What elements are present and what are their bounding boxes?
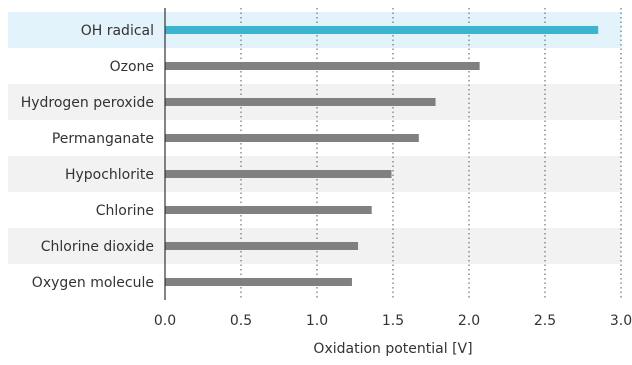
category-label: Ozone (110, 59, 154, 75)
category-label: Chlorine dioxide (41, 239, 154, 255)
bars (165, 26, 599, 286)
x-tick-label: 1.0 (306, 313, 328, 329)
category-label: Hydrogen peroxide (21, 95, 154, 111)
x-axis-title: Oxidation potential [V] (313, 341, 472, 357)
category-label: Oxygen molecule (32, 275, 154, 291)
x-tick-label: 3.0 (610, 313, 632, 329)
category-label: OH radical (81, 23, 154, 39)
x-tick-label: 0.0 (154, 313, 176, 329)
category-label: Hypochlorite (65, 167, 154, 183)
bar (165, 134, 419, 142)
bar (165, 62, 480, 70)
bar (165, 26, 599, 34)
x-tick-labels: 0.0 0.5 1.0 1.5 2.0 2.5 3.0 (154, 313, 632, 329)
category-label: Chlorine (96, 203, 154, 219)
bar (165, 206, 372, 214)
x-tick-label: 2.5 (534, 313, 556, 329)
bar (165, 98, 436, 106)
grid-lines (240, 8, 622, 300)
category-label: Permanganate (52, 131, 154, 147)
x-tick-label: 1.5 (382, 313, 404, 329)
bar (165, 170, 392, 178)
x-tick-label: 2.0 (458, 313, 480, 329)
x-tick-label: 0.5 (230, 313, 252, 329)
bar (165, 242, 359, 250)
bar (165, 278, 352, 286)
category-labels: OH radical Ozone Hydrogen peroxide Permanga… (21, 23, 154, 291)
